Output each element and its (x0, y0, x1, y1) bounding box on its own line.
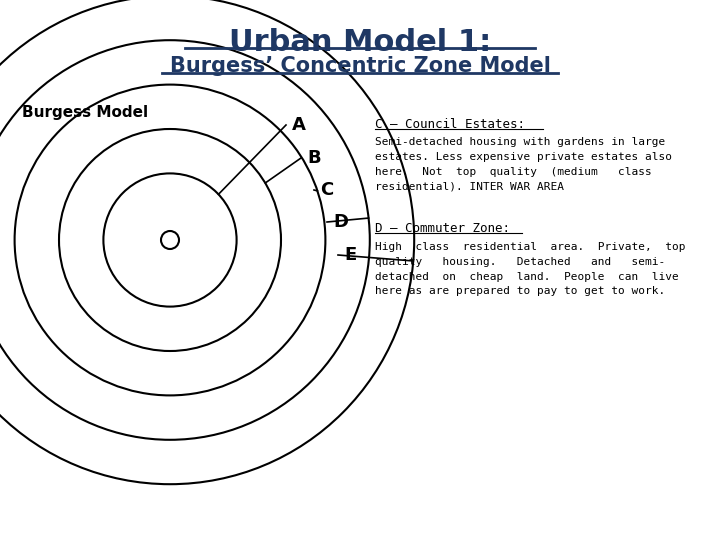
Text: Semi-detached housing with gardens in large
estates. Less expensive private esta: Semi-detached housing with gardens in la… (375, 137, 672, 191)
Text: High  class  residential  area.  Private,  top
quality   housing.   Detached   a: High class residential area. Private, to… (375, 242, 685, 296)
Text: Burgess’ Concentric Zone Model: Burgess’ Concentric Zone Model (170, 56, 550, 76)
Text: A: A (292, 116, 306, 134)
Text: C: C (320, 181, 333, 199)
Text: D – Commuter Zone:: D – Commuter Zone: (375, 222, 510, 235)
Text: E: E (344, 246, 356, 264)
Text: C – Council Estates:: C – Council Estates: (375, 118, 525, 131)
Text: B: B (307, 149, 320, 167)
Text: Urban Model 1:: Urban Model 1: (229, 28, 491, 57)
Circle shape (161, 231, 179, 249)
Text: Burgess Model: Burgess Model (22, 105, 148, 120)
Text: D: D (333, 213, 348, 231)
